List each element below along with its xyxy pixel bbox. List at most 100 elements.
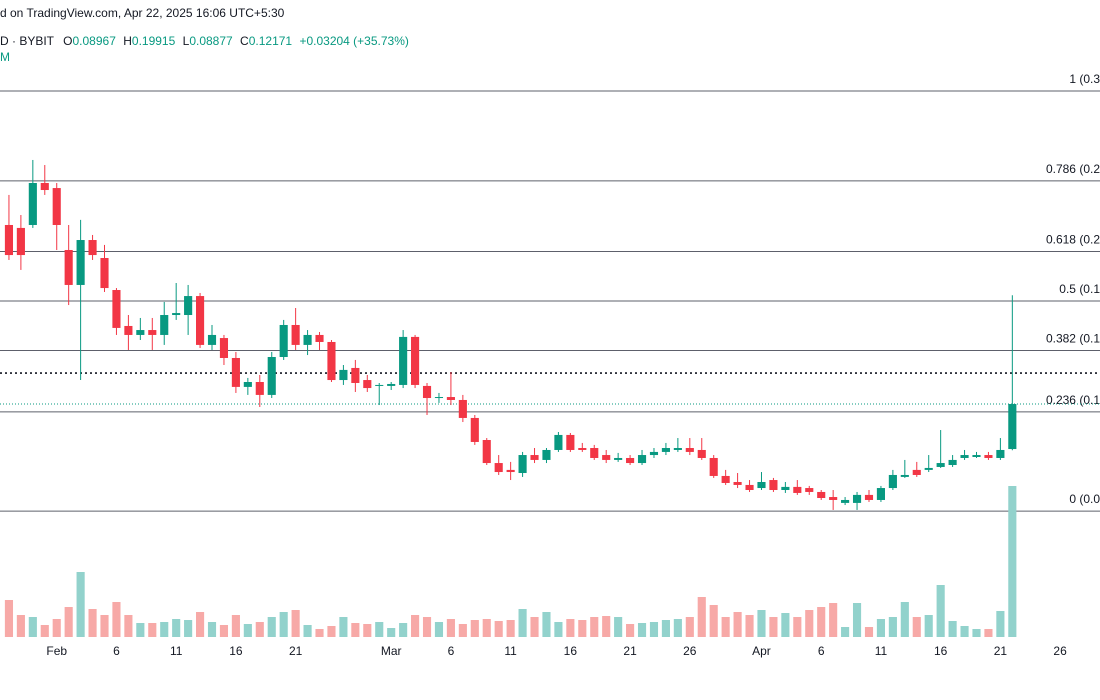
x-tick-label: 6 [818, 644, 825, 658]
candle-body [602, 455, 611, 460]
volume-bar [375, 622, 384, 637]
candle-body [375, 384, 384, 386]
volume-bar [88, 609, 97, 637]
volume-bar [1008, 486, 1017, 637]
candle-body [984, 455, 993, 458]
candle-body [578, 448, 587, 450]
candle-body [912, 469, 921, 475]
volume-bar [984, 629, 993, 637]
x-tick-label: 21 [994, 644, 1008, 658]
candle-body [817, 491, 826, 499]
candle-body [661, 448, 670, 452]
candle-body [112, 290, 121, 328]
candle-body [709, 457, 718, 476]
candle-body [351, 367, 360, 383]
volume-bar [446, 619, 455, 637]
candle-body [303, 334, 312, 345]
volume-bar [506, 620, 515, 637]
candle-body [28, 182, 37, 225]
volume-bar [100, 615, 109, 637]
x-tick-label: 26 [1053, 644, 1067, 658]
volume-bar [626, 624, 635, 637]
volume-bar [757, 610, 766, 637]
fib-label: 0.236 (0.1 [1046, 393, 1100, 407]
volume-bar [303, 625, 312, 637]
candle-body [458, 399, 467, 418]
volume-bar [721, 617, 730, 637]
volume-label: M [0, 50, 10, 64]
volume-bar [530, 617, 539, 637]
candle-body [88, 240, 97, 256]
volume-bar [841, 627, 850, 637]
volume-bar [112, 602, 121, 637]
candle-body [422, 385, 432, 399]
volume-bar [673, 619, 682, 637]
candle-body [530, 455, 539, 460]
x-tick-label: 6 [113, 644, 120, 658]
candle-body [363, 380, 372, 389]
volume-bar [422, 617, 432, 637]
volume-bar [172, 619, 181, 637]
volume-bar [697, 597, 706, 637]
candle-body [243, 382, 252, 387]
candle-body [649, 451, 659, 456]
x-tick-label: 11 [875, 644, 888, 658]
candle-body [148, 330, 157, 335]
volume-bar [852, 603, 862, 637]
x-tick-label: 11 [170, 644, 183, 658]
volume-bar [709, 605, 718, 637]
candle-body [1008, 404, 1017, 450]
volume-bar [888, 617, 897, 637]
volume-bar [339, 617, 348, 637]
ohlc-prefix: O [63, 34, 72, 48]
volume-bar [219, 625, 229, 637]
candle-body [936, 463, 945, 467]
ohlc-prefix: C [240, 34, 249, 48]
volume-bar [936, 585, 945, 637]
volume-bar [52, 619, 61, 637]
volume-bar [781, 613, 790, 637]
legend-line: D · BYBIT O0.08967 H0.19915 L0.08877 C0.… [0, 34, 409, 48]
x-tick-label: 21 [623, 644, 637, 658]
candle-body [267, 357, 276, 395]
volume-bar [434, 622, 444, 637]
candle-body [136, 330, 145, 335]
close-value: 0.12171 [249, 34, 293, 48]
candle-body [685, 448, 694, 452]
volume-bar [470, 620, 479, 637]
candle-body [841, 499, 850, 503]
candle-body [733, 481, 742, 485]
volume-bar [924, 615, 933, 637]
volume-bar [28, 617, 37, 637]
volume-bar [458, 624, 467, 637]
volume-bar [578, 620, 587, 637]
candle-body [327, 341, 336, 381]
volume-bar [864, 627, 874, 637]
candle-body [769, 480, 778, 491]
candle-body [960, 455, 969, 458]
ohlc-prefix: L [183, 34, 190, 48]
volume-bar [231, 615, 240, 637]
volume-bar [960, 626, 969, 637]
candle-body [4, 224, 14, 256]
symbol: D · BYBIT [0, 34, 55, 48]
candle-body [829, 497, 838, 500]
x-tick-label: 16 [564, 644, 578, 658]
candle-body [781, 486, 790, 491]
candle-body [255, 382, 264, 395]
volume-bar [148, 623, 157, 637]
volume-bar [602, 616, 611, 637]
candle-body [566, 434, 575, 450]
fib-label: 0.5 (0.1 [1059, 282, 1100, 296]
volume-bar [817, 607, 826, 637]
candle-body [219, 338, 229, 358]
candle-body [470, 417, 479, 442]
candle-body [876, 488, 885, 500]
fib-label: 0.382 (0.1 [1046, 332, 1100, 346]
fib-label: 0 (0.0 [1069, 492, 1100, 506]
candle-body [972, 455, 981, 457]
volume-bar [900, 602, 909, 637]
volume-bar [805, 610, 814, 637]
published-note: d on TradingView.com, Apr 22, 2025 16:06… [0, 6, 285, 20]
candle-body [996, 449, 1005, 458]
